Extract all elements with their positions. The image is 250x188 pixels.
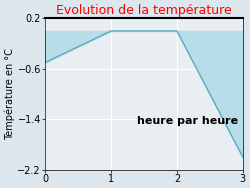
Y-axis label: Température en °C: Température en °C	[4, 48, 15, 140]
Title: Evolution de la température: Evolution de la température	[56, 4, 232, 17]
Text: heure par heure: heure par heure	[137, 116, 238, 126]
